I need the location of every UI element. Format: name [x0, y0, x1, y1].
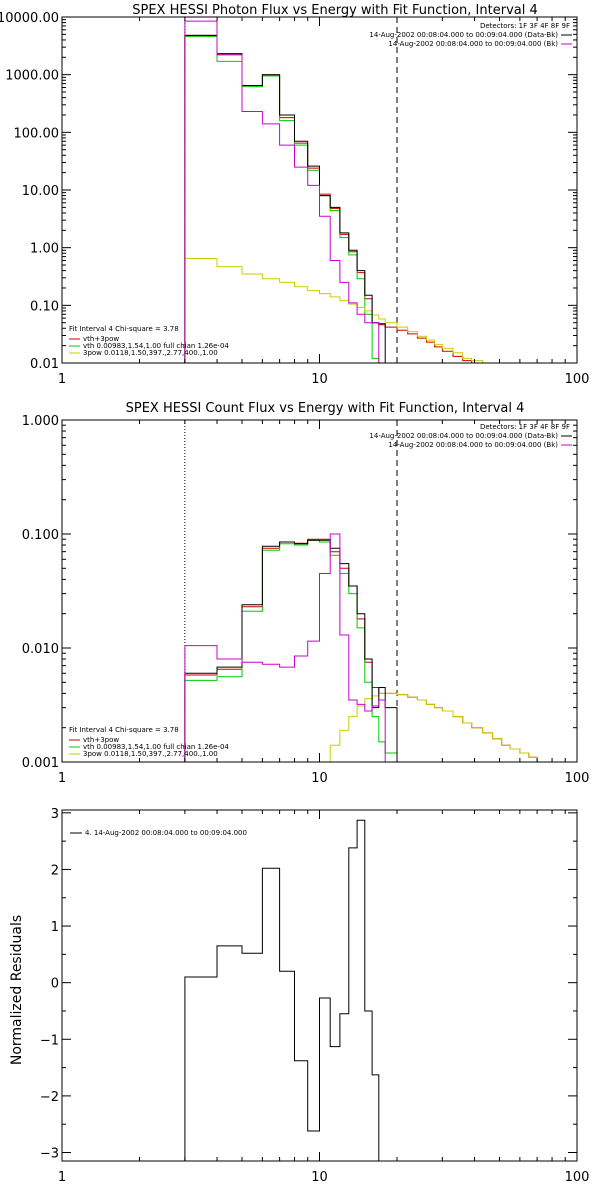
count-x-tick-label: 1 [58, 771, 66, 786]
photon-y-tick-label: 10000.00 [0, 11, 59, 26]
count-x-tick-label: 10 [311, 771, 328, 786]
residual-series-0-curve [184, 819, 397, 1162]
photon-legend-label-vth: vth 0.00983,1.54,1.00 full chian 1.26e-0… [83, 342, 229, 350]
residual-x-ticks: 1 10 100 [58, 810, 590, 1185]
photon-flux-panel: SPEX HESSI Photon Flux vs Energy with Fi… [0, 3, 589, 387]
residual-y-tick-label: −3 [40, 1147, 59, 1162]
residual-y-tick-label: −2 [40, 1090, 59, 1105]
photon-y-tick-label: 1.00 [30, 242, 59, 257]
residual-x-tick-label: 100 [565, 1170, 590, 1185]
count-series-4-curve [184, 533, 386, 762]
count-y-tick-label: 0.010 [22, 642, 59, 657]
residual-y-tick-label: 3 [51, 807, 59, 822]
photon-legend-label-total: vth+3pow [83, 335, 119, 343]
photon-marks [184, 17, 511, 364]
count-x-tick-label: 100 [565, 771, 590, 786]
residual-x-tick-label: 10 [311, 1170, 328, 1185]
photon-x-tick-label: 100 [565, 372, 590, 387]
residuals-y-axis-label: Normalized Residuals [9, 915, 25, 1065]
photon-fit-label: Fit Interval 4 Chi-square = 3.78 [69, 325, 179, 333]
photon-x-tick-label: 10 [311, 372, 328, 387]
count-marks [184, 420, 552, 763]
photon-y-tick-label: 1000.00 [5, 69, 59, 84]
photon-series-0-curve [184, 34, 483, 364]
photon-legend-label-3pow: 3pow 0.0118,1.50,397.,2.77,400.,1.00 [83, 349, 218, 357]
count-series-0-curve [184, 538, 552, 763]
photon-y-tick-label: 0.10 [30, 299, 59, 314]
photon-panel-title: SPEX HESSI Photon Flux vs Energy with Fi… [132, 3, 538, 18]
count-flux-panel: SPEX HESSI Count Flux vs Energy with Fit… [22, 401, 590, 786]
count-y-tick-label: 1.000 [22, 414, 59, 429]
photon-header-data-interval: 14-Aug-2002 00:08:04.000 to 00:09:04.000… [369, 31, 558, 39]
photon-y-tick-label: 100.00 [14, 126, 60, 141]
photon-header-bk-interval: 14-Aug-2002 00:08:04.000 to 00:09:04.000… [388, 40, 558, 48]
residual-y-ticks: 3 2 1 0 −1 −2 −3 [40, 807, 577, 1162]
count-legend-label-vth: vth 0.00983,1.54,1.00 full chian 1.26e-0… [83, 743, 229, 751]
count-plot-frame [61, 419, 578, 763]
photon-series-1-curve [184, 35, 380, 363]
residual-marks [184, 819, 397, 1162]
count-legend: Fit Interval 4 Chi-square = 3.78 vth+3po… [69, 726, 229, 758]
photon-plot-frame [61, 16, 578, 364]
photon-y-tick-label: 0.01 [30, 357, 59, 372]
count-legend-label-3pow: 3pow 0.0118,1.50,397.,2.77,400.,1.00 [83, 750, 218, 758]
residual-x-tick-label: 1 [58, 1170, 66, 1185]
photon-x-tick-label: 1 [58, 372, 66, 387]
residual-y-tick-label: 1 [51, 920, 59, 935]
residuals-plot-frame [61, 809, 578, 1162]
count-header-bk-interval: 14-Aug-2002 00:08:04.000 to 00:09:04.000… [388, 441, 558, 449]
count-legend-label-total: vth+3pow [83, 736, 119, 744]
residual-y-tick-label: −1 [40, 1033, 59, 1048]
photon-y-ticks: 10000.00 1000.00 100.00 10.00 1.00 0.10 0.01 [0, 11, 577, 372]
photon-series-4-curve [184, 20, 380, 363]
count-series-2-curve [319, 692, 545, 763]
photon-header-detectors: Detectors: 1F 3F 4F 8F 9F [480, 22, 570, 30]
count-y-tick-label: 0.100 [22, 528, 59, 543]
count-panel-title: SPEX HESSI Count Flux vs Energy with Fit… [126, 401, 525, 416]
photon-series-3-curve [184, 34, 386, 363]
count-header: Detectors: 1F 3F 4F 8F 9F 14-Aug-2002 00… [369, 423, 572, 449]
photon-header: Detectors: 1F 3F 4F 8F 9F 14-Aug-2002 00… [369, 22, 572, 48]
photon-series-2-curve [184, 258, 511, 364]
count-fit-label: Fit Interval 4 Chi-square = 3.78 [69, 726, 179, 734]
photon-legend: Fit Interval 4 Chi-square = 3.78 vth+3po… [69, 325, 229, 357]
count-series-1-curve [184, 539, 408, 763]
photon-y-tick-label: 10.00 [22, 184, 59, 199]
count-y-tick-label: 0.001 [22, 756, 59, 771]
count-header-data-interval: 14-Aug-2002 00:08:04.000 to 00:09:04.000… [369, 432, 558, 440]
residual-y-tick-label: 2 [51, 863, 59, 878]
residuals-legend: 4. 14-Aug-2002 00:08:04.000 to 00:09:04.… [70, 829, 247, 837]
residual-y-tick-label: 0 [51, 977, 59, 992]
count-y-ticks: 1.000 0.100 0.010 0.001 [22, 414, 577, 771]
residuals-legend-label: 4. 14-Aug-2002 00:08:04.000 to 00:09:04.… [85, 829, 247, 837]
count-header-detectors: Detectors: 1F 3F 4F 8F 9F [480, 423, 570, 431]
